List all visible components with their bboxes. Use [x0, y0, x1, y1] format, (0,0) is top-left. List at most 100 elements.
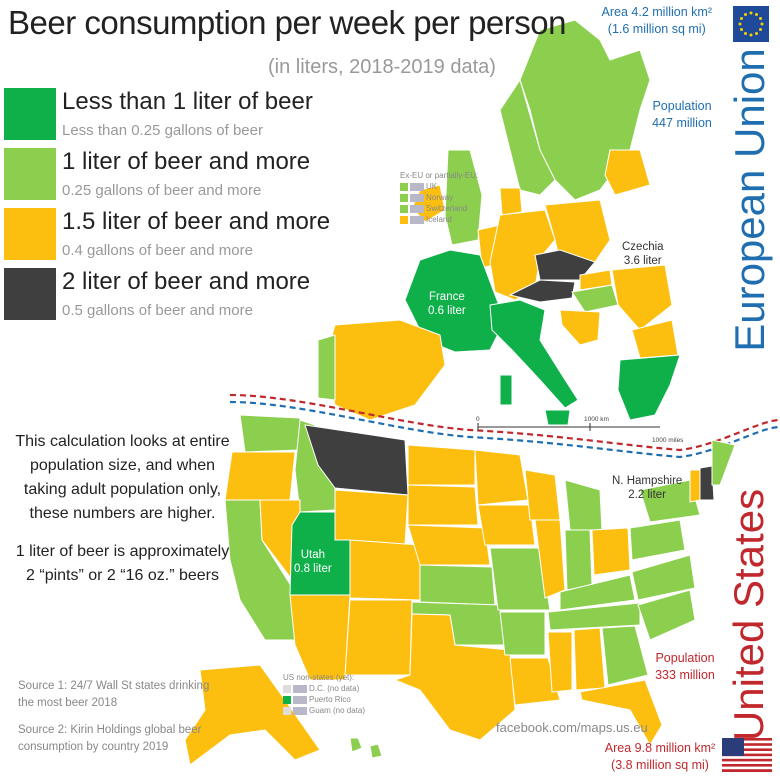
legend-sublabel-ge15: 0.4 gallons of beer and more [62, 242, 253, 259]
region-nebraska [407, 524, 491, 566]
region-montana [304, 424, 409, 496]
legend-swatch-ge2 [4, 268, 56, 320]
label-czechia-name: Czechia [622, 241, 664, 253]
us-pop-value: 333 million [655, 668, 715, 682]
divider-blue-line [229, 400, 780, 459]
uk-flag-icon [410, 182, 424, 191]
norway-flag-icon [410, 193, 424, 202]
region-spain [324, 319, 446, 421]
legend-sublabel-lt1: Less than 0.25 gallons of beer [62, 122, 263, 139]
us-population: Population 333 million [650, 650, 720, 684]
region-kentucky [559, 574, 636, 611]
label-france-name: France [428, 291, 465, 303]
ex-eu-heading: Ex-EU or partially-EU: [400, 171, 479, 180]
region-maine [711, 439, 736, 486]
us-pop-label: Population [655, 651, 715, 665]
us-area: Area 9.8 million km² (3.8 million sq mi) [600, 740, 720, 774]
region-missouri [489, 547, 551, 611]
note-line: 2 “pints” or 2 “16 oz.” beers [26, 567, 219, 584]
scale-zero: 0 [476, 416, 480, 423]
source-1: Source 1: 24/7 Wall St states drinking t… [18, 680, 210, 709]
region-croatia [559, 309, 601, 346]
label-utah: Utah 0.8 liter [294, 548, 332, 576]
region-greece [617, 354, 681, 421]
eu-pop-label: Population [652, 99, 712, 113]
eu-area: Area 4.2 million km² (1.6 million sq mi) [602, 4, 712, 38]
region-iowa [477, 504, 536, 546]
ex-eu-item: UK [400, 181, 478, 192]
legend-swatch-ge1 [4, 148, 56, 200]
legend-label-ge15: 1.5 liter of beer and more [62, 208, 331, 235]
eu-pop-value: 447 million [652, 116, 712, 130]
region-washington [239, 414, 301, 453]
legend-sublabel-ge1: 0.25 gallons of beer and more [62, 182, 262, 199]
source-2: Source 2: Kirin Holdings global beer con… [18, 724, 202, 753]
us-nonstates-item: Puerto Rico [283, 694, 365, 705]
region-norway [499, 78, 556, 196]
region-italy [489, 299, 579, 409]
legend-swatch-ge15 [4, 208, 56, 260]
label-utah-value: 0.8 liter [294, 563, 332, 575]
region-portugal [317, 334, 336, 401]
region-vermont [689, 469, 701, 503]
region-alaska [184, 664, 321, 766]
scale-miles: 1000 miles [652, 437, 684, 444]
ex-eu-item: Switzerland [400, 203, 478, 214]
label-new-hampshire: N. Hampshire 2.2 liter [612, 474, 682, 502]
label-france-value: 0.6 liter [428, 305, 466, 317]
switzerland-flag-icon [410, 204, 424, 213]
facebook-credit: facebook.com/maps.us.eu [496, 720, 648, 735]
eu-flag-icon [733, 6, 769, 42]
divider-red-line [229, 393, 780, 452]
ex-eu-item: Norway [400, 192, 478, 203]
ex-eu-legend: Ex-EU or partially-EU: UK Norway Switzer… [400, 170, 478, 225]
legend-label-lt1: Less than 1 liter of beer [62, 88, 313, 115]
region-carolinas [637, 589, 696, 641]
scale-km: 1000 km [584, 416, 609, 423]
us-flag-icon [722, 738, 772, 772]
us-nonstates-heading: US non-states (yet): [283, 673, 355, 682]
label-czechia: Czechia 3.6 liter [622, 240, 664, 268]
region-uk [444, 149, 483, 246]
legend-swatch-lt1 [4, 88, 56, 140]
region-sardinia [499, 374, 513, 406]
region-alabama [573, 627, 606, 691]
region-new-mexico [344, 599, 413, 676]
ex-eu-item: Iceland [400, 214, 478, 225]
us-area-mi: (3.8 million sq mi) [611, 758, 709, 772]
region-arizona [289, 594, 351, 681]
region-wisconsin [524, 469, 561, 521]
region-mississippi [547, 631, 573, 693]
label-nh-name: N. Hampshire [612, 475, 683, 487]
region-georgia [601, 625, 649, 686]
note-line: population size, and when [29, 457, 216, 474]
note-line: This calculation looks at entire [15, 433, 230, 450]
region-czechia [534, 249, 596, 281]
region-pennsylvania [629, 519, 686, 561]
page-subtitle: (in liters, 2018-2019 data) [268, 56, 496, 78]
legend-label-ge1: 1 liter of beer and more [62, 148, 311, 175]
label-nh-value: 2.2 liter [628, 489, 667, 501]
region-new-york [639, 479, 701, 523]
region-ohio [591, 527, 631, 576]
us-name-vertical: United States [718, 480, 780, 750]
region-florida [579, 679, 663, 746]
region-colorado [349, 539, 421, 601]
label-france: France 0.6 liter [428, 290, 466, 318]
page-title: Beer consumption per week per person [8, 4, 567, 41]
label-utah-name: Utah [300, 549, 325, 561]
region-indiana [564, 529, 593, 591]
region-baltics [604, 149, 651, 196]
region-hungary [571, 284, 619, 313]
region-tennessee [547, 602, 641, 631]
region-sicily [544, 409, 571, 426]
eu-population: Population 447 million [650, 98, 714, 132]
region-wyoming [334, 489, 409, 546]
region-texas [393, 613, 516, 741]
legend-label-ge2: 2 liter of beer and more [62, 268, 311, 295]
region-michigan [564, 479, 603, 531]
region-illinois [534, 519, 566, 599]
region-romania [611, 264, 673, 331]
us-area-km: Area 9.8 million km² [604, 741, 716, 755]
